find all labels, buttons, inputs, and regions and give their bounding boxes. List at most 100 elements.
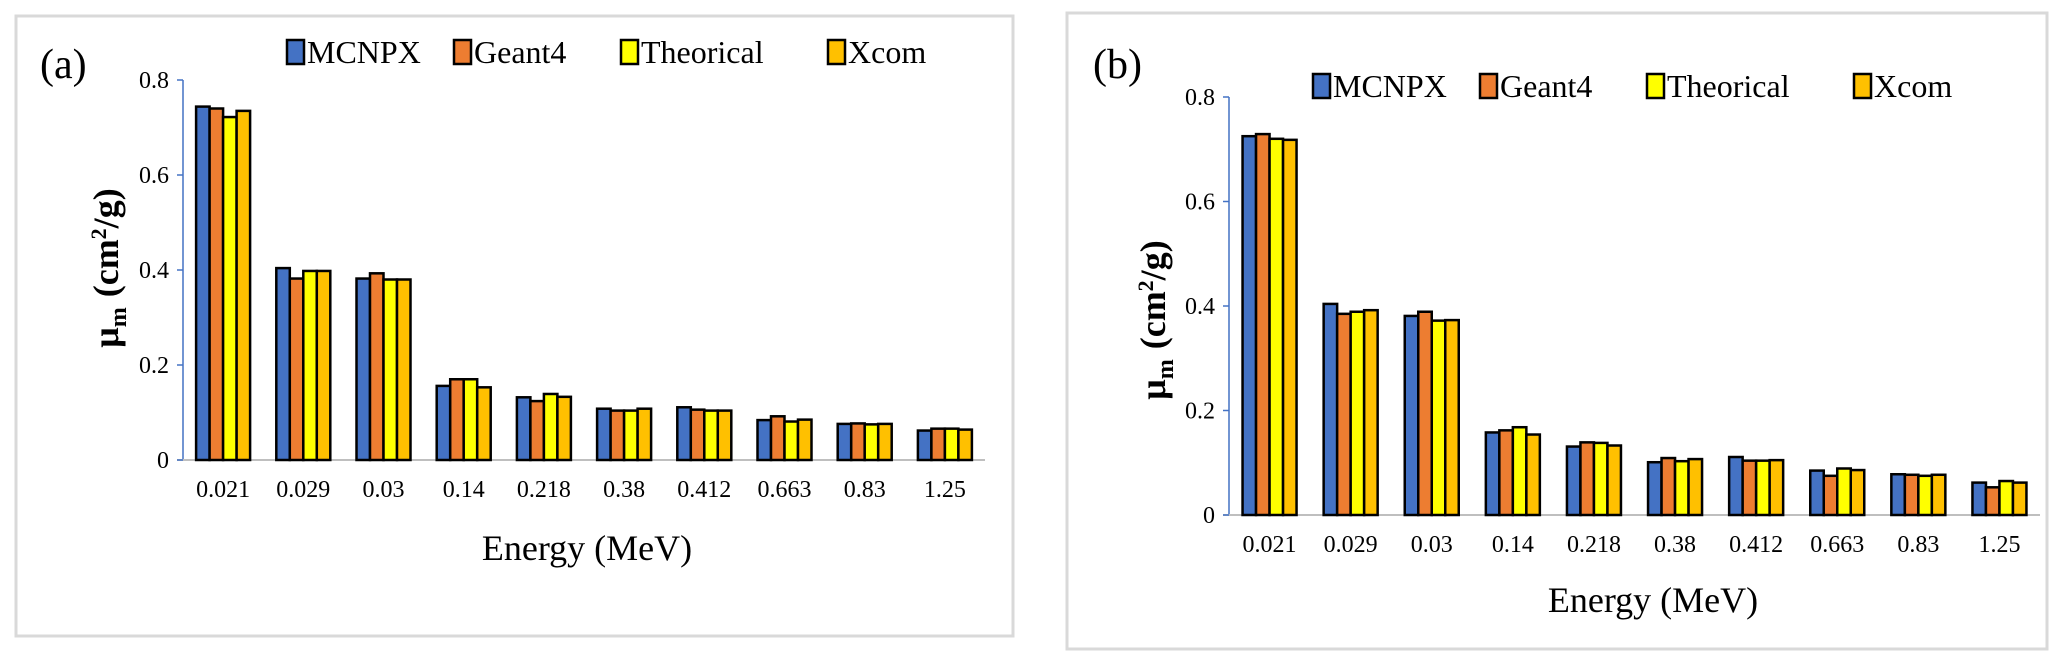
bar-xcom-0.663 <box>796 418 813 462</box>
bar-theorical-0.218 <box>1592 441 1609 517</box>
x-tick-label: 0.218 <box>1567 532 1621 558</box>
bar-mcnpx-0.38 <box>1646 460 1663 517</box>
bar-xcom-1.25 <box>957 428 974 462</box>
bar-xcom-0.03 <box>1444 318 1460 517</box>
bar-mcnpx-0.663 <box>1809 469 1825 517</box>
legend-label: Xcom <box>1874 68 1952 104</box>
bar-theorical-0.663 <box>783 420 800 462</box>
y-title-superscript: 2 <box>1133 280 1158 291</box>
legend-item-xcom: Xcom <box>826 34 926 70</box>
x-tick-label: 0.412 <box>1729 532 1783 558</box>
bar-theorical-0.021 <box>221 115 238 462</box>
chart-panel-b: (b) 0 0.2 0.4 0.6 0.8 0.021 0.029 0.03 0.14 0.218 0… <box>1065 11 2049 651</box>
bar-theorical-0.03 <box>1430 319 1447 517</box>
bar-xcom-0.218 <box>556 395 573 462</box>
bar-geant4-0.14 <box>1498 429 1515 517</box>
legend-label: Geant4 <box>474 34 566 70</box>
bar-mcnpx-0.412 <box>676 406 693 462</box>
y-title-unit-end: /g) <box>86 188 126 229</box>
bar-geant4-0.663 <box>769 415 786 462</box>
x-tick-label: 0.021 <box>1243 532 1297 558</box>
bar-geant4-0.03 <box>1417 310 1433 517</box>
bar-mcnpx-0.021 <box>1241 134 1258 517</box>
bar-xcom-0.03 <box>395 278 412 462</box>
bar-theorical-0.029 <box>302 269 319 462</box>
x-tick-label: 0.38 <box>1654 532 1696 558</box>
bar-mcnpx-0.03 <box>1403 314 1420 517</box>
y-title-subscript: m <box>1153 359 1179 379</box>
legend-label: Theorical <box>1667 68 1790 104</box>
legend-label: MCNPX <box>1333 68 1447 104</box>
bar-theorical-0.83 <box>1917 474 1934 517</box>
panel-frame <box>14 14 1015 638</box>
y-axis-title: μm (cm2/g) <box>1133 240 1179 399</box>
y-title-unit-end: /g) <box>1133 240 1173 281</box>
bar-mcnpx-0.663 <box>756 418 773 462</box>
bar-geant4-0.03 <box>368 272 385 462</box>
bar-theorical-0.14 <box>1511 425 1528 517</box>
legend-item-mcnpx: MCNPX <box>285 34 421 70</box>
y-title-unit: (cm <box>86 239 126 297</box>
bar-geant4-0.38 <box>609 409 626 462</box>
bar-theorical-0.029 <box>1349 310 1366 517</box>
bar-xcom-0.663 <box>1849 468 1866 517</box>
bar-geant4-0.021 <box>208 107 225 462</box>
bar-geant4-0.663 <box>1822 474 1839 517</box>
bar-geant4-1.25 <box>1984 486 2001 517</box>
y-tick-label: 0.2 <box>1185 399 1215 425</box>
bar-theorical-0.38 <box>622 409 639 462</box>
bar-xcom-0.021 <box>235 109 252 462</box>
x-tick-label: 0.029 <box>1324 532 1378 558</box>
legend-item-xcom: Xcom <box>1852 68 1952 104</box>
panel-label: (a) <box>40 42 87 88</box>
bar-xcom-0.412 <box>716 409 733 462</box>
x-tick-label: 1.25 <box>1978 532 2020 558</box>
bar-mcnpx-0.83 <box>836 422 853 462</box>
legend-swatch <box>1478 72 1499 100</box>
x-tick-label: 0.83 <box>1897 532 1939 558</box>
bar-theorical-0.412 <box>703 409 720 462</box>
bar-xcom-1.25 <box>2011 481 2028 517</box>
panel-label: (b) <box>1093 42 1142 88</box>
bar-geant4-0.83 <box>849 422 866 462</box>
y-axis-title: μm (cm2/g) <box>86 188 132 347</box>
y-tick-label: 0 <box>1203 503 1215 529</box>
x-tick-label: 0.14 <box>443 477 485 503</box>
x-axis-title: Energy (MeV) <box>1548 580 1758 620</box>
bar-geant4-0.14 <box>448 378 465 462</box>
bar-theorical-1.25 <box>943 427 960 462</box>
bar-theorical-0.218 <box>542 392 559 462</box>
bar-mcnpx-0.218 <box>515 396 532 462</box>
x-tick-label: 0.03 <box>1411 532 1453 558</box>
bar-xcom-0.38 <box>1687 457 1704 517</box>
y-tick-label: 0.8 <box>1185 85 1215 111</box>
bar-xcom-0.83 <box>1930 473 1947 517</box>
bar-mcnpx-0.14 <box>1484 431 1501 517</box>
x-tick-label: 0.03 <box>363 477 405 503</box>
x-tick-label: 0.38 <box>603 477 645 503</box>
bar-xcom-0.83 <box>876 422 893 462</box>
bar-geant4-0.218 <box>1579 441 1596 517</box>
bar-mcnpx-0.021 <box>194 105 211 462</box>
bar-xcom-0.38 <box>636 407 653 462</box>
legend-swatch <box>1645 72 1666 100</box>
chart-panel-a: (a) 0 0.2 0.4 0.6 0.8 0.021 0.029 0.03 0.14 0.218 0… <box>14 14 1015 638</box>
legend-label: Theorical <box>641 34 764 70</box>
bar-mcnpx-0.218 <box>1565 445 1582 517</box>
x-axis-title: Energy (MeV) <box>482 528 692 568</box>
x-tick-label: 0.663 <box>1810 532 1864 558</box>
bar-theorical-0.03 <box>382 278 399 462</box>
bar-geant4-0.029 <box>1335 312 1352 517</box>
bar-mcnpx-1.25 <box>1971 481 1988 517</box>
bar-geant4-0.218 <box>529 399 546 462</box>
x-tick-label: 0.663 <box>758 477 812 503</box>
bar-theorical-0.021 <box>1268 137 1285 517</box>
legend-item-geant4: Geant4 <box>1478 68 1592 104</box>
x-tick-label: 0.412 <box>677 477 731 503</box>
y-title-symbol: μ <box>1133 379 1173 399</box>
legend-swatch <box>452 38 473 66</box>
bar-mcnpx-0.029 <box>275 266 292 462</box>
legend-item-geant4: Geant4 <box>452 34 566 70</box>
bar-xcom-0.021 <box>1281 138 1298 517</box>
